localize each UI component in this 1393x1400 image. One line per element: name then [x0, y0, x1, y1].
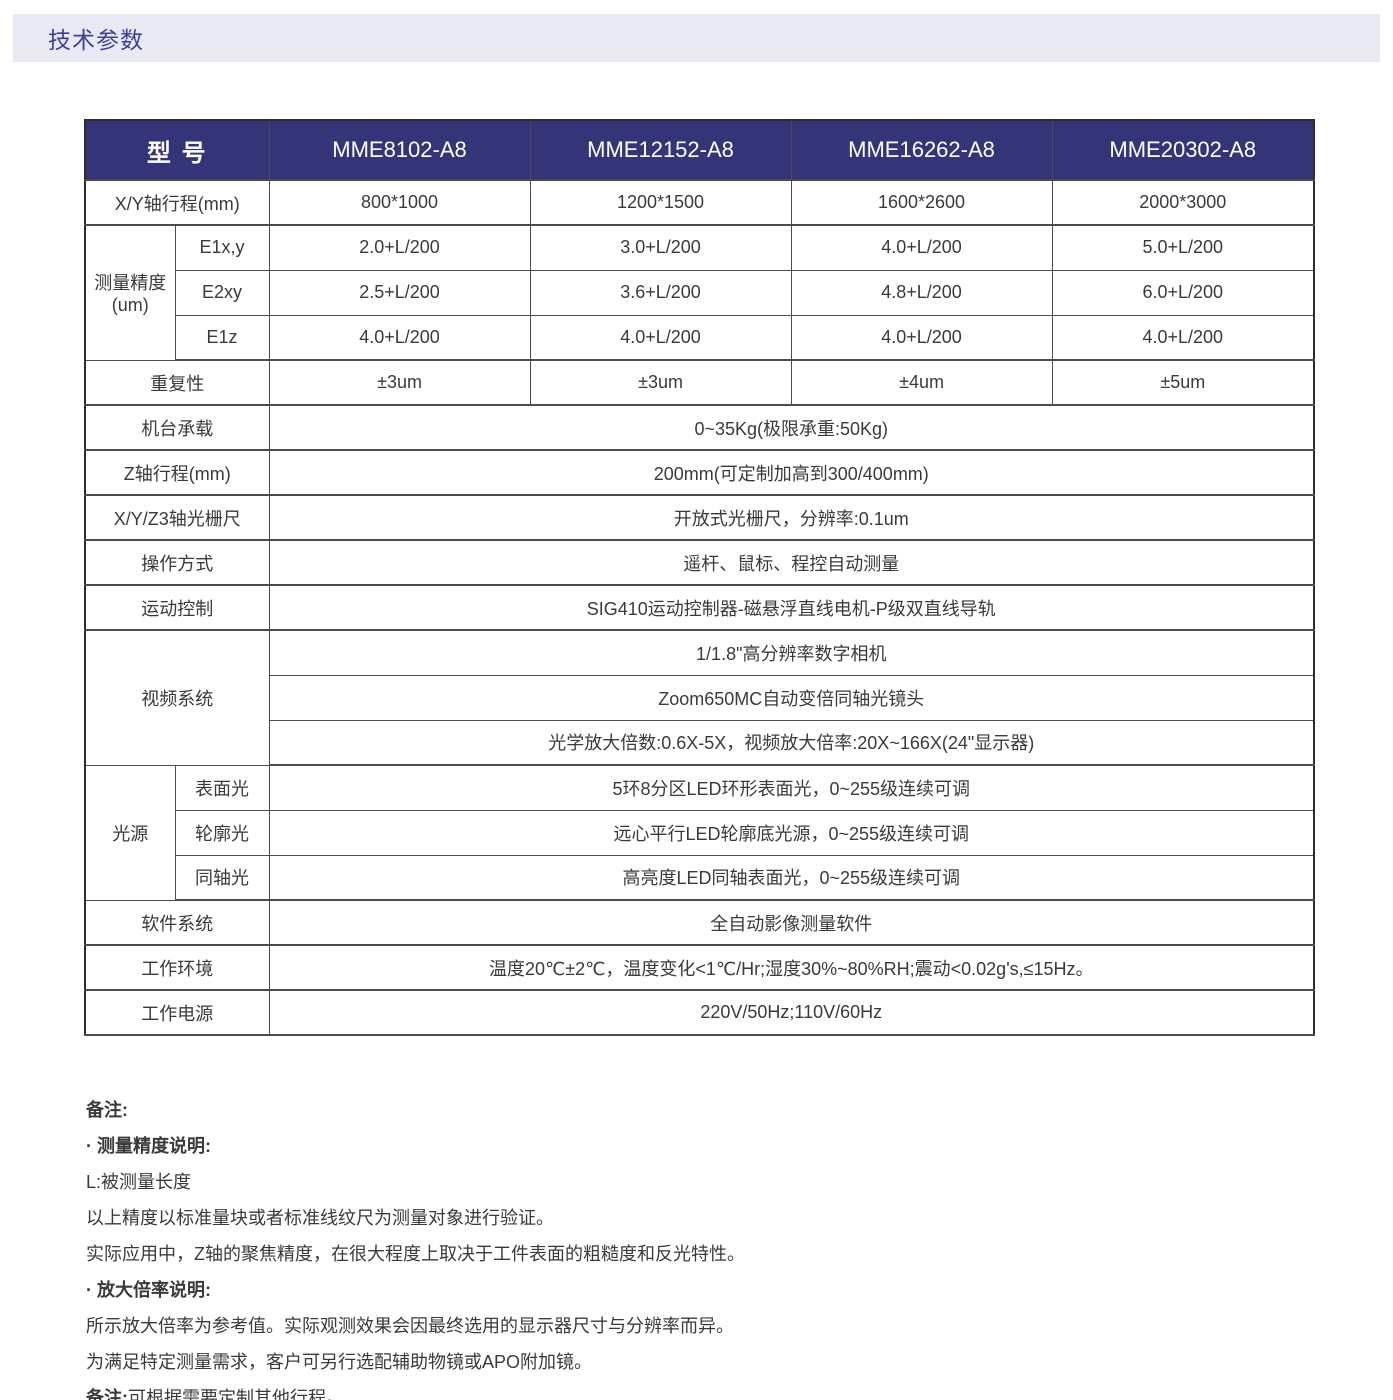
table-header-row: 型 号 MME8102-A8 MME12152-A8 MME16262-A8 M…: [84, 119, 1315, 181]
accuracy-label-line2: (um): [111, 295, 149, 316]
spec-value: SIG410运动控制器-磁悬浮直线电机-P级双直线导轨: [268, 584, 1315, 631]
spec-value: 高亮度LED同轴表面光，0~255级连续可调: [268, 854, 1315, 901]
row-label: 机台承载: [84, 404, 270, 451]
row-power: 工作电源 220V/50Hz;110V/60Hz: [84, 989, 1315, 1036]
spec-value: 全自动影像测量软件: [268, 899, 1315, 946]
spec-value: 遥杆、鼠标、程控自动测量: [268, 539, 1315, 586]
row-accuracy-e2xy: E2xy 2.5+L/200 3.6+L/200 4.8+L/200 6.0+L…: [85, 269, 1315, 316]
accuracy-label-line1: 测量精度: [94, 273, 167, 294]
row-label: 工作环境: [84, 944, 270, 991]
spec-value: 4.0+L/200: [268, 314, 531, 361]
spec-value: 3.6+L/200: [529, 269, 792, 316]
spec-value: 2000*3000: [1051, 179, 1315, 226]
spec-value: ±3um: [529, 359, 792, 406]
row-environment: 工作环境 温度20℃±2℃，温度变化<1℃/Hr;湿度30%~80%RH;震动<…: [84, 944, 1315, 991]
page-title: 技术参数: [48, 27, 144, 53]
row-label: X/Y/Z3轴光栅尺: [84, 494, 270, 541]
row-video-1: 视频系统 1/1.8"高分辨率数字相机: [84, 629, 1315, 766]
sub-row-label: 轮廓光: [174, 809, 270, 856]
model-header-1: MME8102-A8: [268, 119, 531, 181]
row-z-travel: Z轴行程(mm) 200mm(可定制加高到300/400mm): [84, 449, 1315, 496]
spec-value: 光学放大倍数:0.6X-5X，视频放大倍率:20X~166X(24"显示器): [268, 719, 1315, 766]
row-software: 软件系统 全自动影像测量软件: [84, 899, 1315, 946]
spec-value: ±5um: [1051, 359, 1315, 406]
row-label: 工作电源: [84, 989, 270, 1036]
row-label-accuracy: 测量精度 (um): [84, 224, 176, 361]
spec-value: ±3um: [268, 359, 531, 406]
row-label-video: 视频系统: [84, 629, 270, 766]
sub-row-label: 表面光: [174, 764, 270, 811]
row-label: 操作方式: [84, 539, 270, 586]
note-line: 以上精度以标准量块或者标准线纹尺为测量对象进行验证。: [86, 1208, 554, 1228]
note-line: L:被测量长度: [86, 1172, 192, 1192]
row-label: X/Y轴行程(mm): [84, 179, 270, 226]
row-label: 重复性: [84, 359, 270, 406]
note-prefix: 备注:: [86, 1388, 128, 1400]
spec-value: 1600*2600: [790, 179, 1053, 226]
row-operation: 操作方式 遥杆、鼠标、程控自动测量: [84, 539, 1315, 586]
spec-value: 5.0+L/200: [1051, 224, 1315, 271]
sub-row-label: E1x,y: [174, 224, 270, 271]
spec-value: ±4um: [790, 359, 1053, 406]
spec-value: 5环8分区LED环形表面光，0~255级连续可调: [268, 764, 1315, 811]
sub-row-label: E1z: [174, 314, 270, 361]
spec-value: 温度20℃±2℃，温度变化<1℃/Hr;湿度30%~80%RH;震动<0.02g…: [268, 944, 1315, 991]
note-line: 实际应用中，Z轴的聚焦精度，在很大程度上取决于工件表面的粗糙度和反光特性。: [86, 1244, 745, 1264]
row-scale: X/Y/Z3轴光栅尺 开放式光栅尺，分辨率:0.1um: [84, 494, 1315, 541]
row-accuracy-e1xy: 测量精度 (um) E1x,y 2.0+L/200 3.0+L/200 4.0+…: [84, 224, 1315, 361]
model-header-3: MME16262-A8: [790, 119, 1053, 181]
note-line: 为满足特定测量需求，客户可另行选配辅助物镜或APO附加镜。: [86, 1352, 593, 1372]
model-header-2: MME12152-A8: [529, 119, 792, 181]
row-video-3: 光学放大倍数:0.6X-5X，视频放大倍率:20X~166X(24"显示器): [85, 719, 1315, 766]
spec-value: Zoom650MC自动变倍同轴光镜头: [268, 674, 1315, 721]
spec-value: 4.0+L/200: [529, 314, 792, 361]
spec-value: 6.0+L/200: [1051, 269, 1315, 316]
spec-value: 1/1.8"高分辨率数字相机: [268, 629, 1315, 676]
spec-value: 2.0+L/200: [268, 224, 531, 271]
spec-value: 4.0+L/200: [1051, 314, 1315, 361]
spec-value: 220V/50Hz;110V/60Hz: [268, 989, 1315, 1036]
row-motion: 运动控制 SIG410运动控制器-磁悬浮直线电机-P级双直线导轨: [84, 584, 1315, 631]
spec-value: 4.0+L/200: [790, 224, 1053, 271]
model-header-4: MME20302-A8: [1051, 119, 1315, 181]
spec-value: 800*1000: [268, 179, 531, 226]
spec-value: 1200*1500: [529, 179, 792, 226]
row-load: 机台承载 0~35Kg(极限承重:50Kg): [84, 404, 1315, 451]
spec-value: 4.0+L/200: [790, 314, 1053, 361]
row-label: Z轴行程(mm): [84, 449, 270, 496]
row-light-surface: 光源 表面光 5环8分区LED环形表面光，0~255级连续可调: [84, 764, 1315, 901]
row-label-light: 光源: [84, 764, 176, 901]
note-line: 所示放大倍率为参考值。实际观测效果会因最终选用的显示器尺寸与分辨率而异。: [86, 1316, 734, 1336]
spec-value: 200mm(可定制加高到300/400mm): [268, 449, 1315, 496]
row-light-contour: 轮廓光 远心平行LED轮廓底光源，0~255级连续可调: [85, 809, 1315, 856]
row-accuracy-e1z: E1z 4.0+L/200 4.0+L/200 4.0+L/200 4.0+L/…: [85, 314, 1315, 361]
row-light-coaxial: 同轴光 高亮度LED同轴表面光，0~255级连续可调: [85, 854, 1315, 901]
sub-row-label: 同轴光: [174, 854, 270, 901]
model-column-header: 型 号: [84, 119, 270, 181]
row-travel-xy: X/Y轴行程(mm) 800*1000 1200*1500 1600*2600 …: [84, 179, 1315, 226]
row-repeatability: 重复性 ±3um ±3um ±4um ±5um: [84, 359, 1315, 406]
row-video-2: Zoom650MC自动变倍同轴光镜头: [85, 674, 1315, 721]
note-line: 备注:可根据需要定制其他行程。: [86, 1380, 1306, 1400]
row-label: 软件系统: [84, 899, 270, 946]
spec-value: 0~35Kg(极限承重:50Kg): [268, 404, 1315, 451]
spec-value: 开放式光栅尺，分辨率:0.1um: [268, 494, 1315, 541]
spec-value: 2.5+L/200: [268, 269, 531, 316]
section-title-bar: 技术参数: [13, 14, 1380, 62]
note-line: · 测量精度说明:: [86, 1136, 211, 1156]
note-line: · 放大倍率说明:: [86, 1280, 211, 1300]
note-text: 可根据需要定制其他行程。: [128, 1388, 344, 1400]
note-line: 备注:: [86, 1100, 128, 1120]
spec-value: 4.8+L/200: [790, 269, 1053, 316]
spec-value: 3.0+L/200: [529, 224, 792, 271]
row-label: 运动控制: [84, 584, 270, 631]
spec-value: 远心平行LED轮廓底光源，0~255级连续可调: [268, 809, 1315, 856]
sub-row-label: E2xy: [174, 269, 270, 316]
footnotes: 备注: · 测量精度说明: L:被测量长度 以上精度以标准量块或者标准线纹尺为测…: [86, 1092, 1306, 1400]
spec-table: 型 号 MME8102-A8 MME12152-A8 MME16262-A8 M…: [84, 119, 1316, 1036]
